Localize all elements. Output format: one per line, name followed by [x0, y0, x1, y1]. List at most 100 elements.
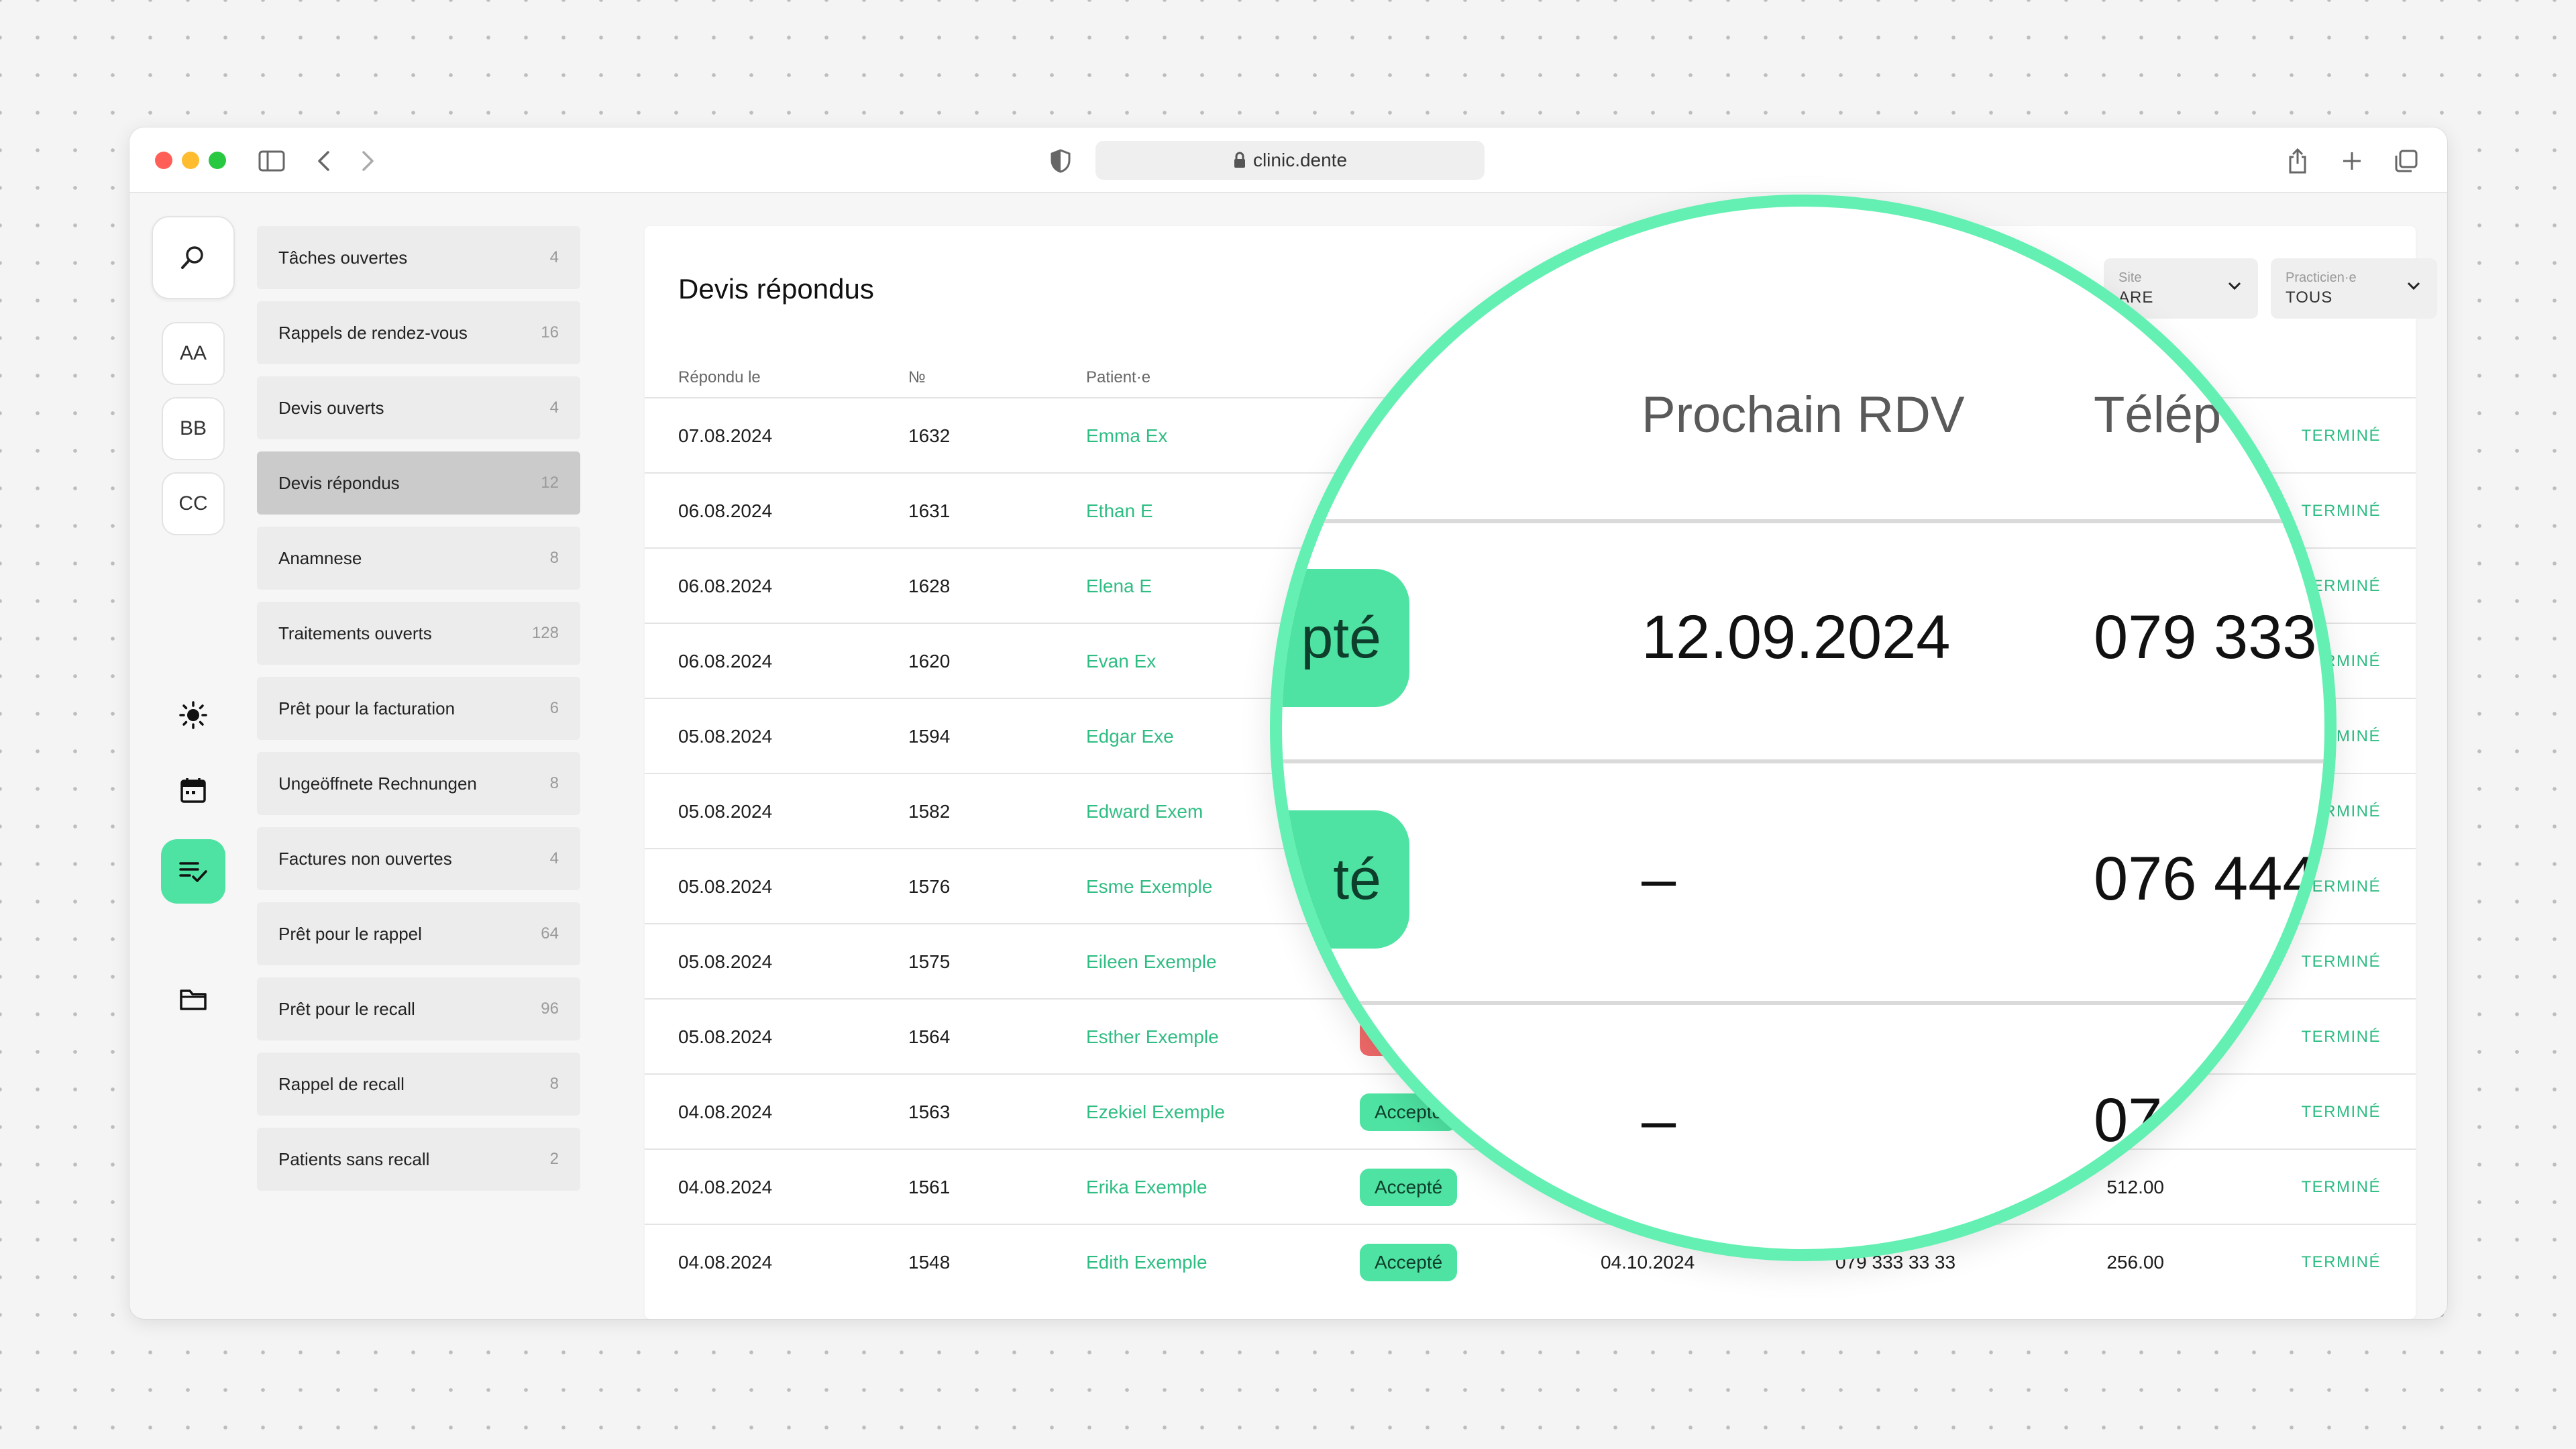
- column-header-number[interactable]: №: [908, 368, 926, 386]
- date-cell: 06.08.2024: [678, 651, 773, 672]
- sidebar-item-factures-non-ouvertes[interactable]: Factures non ouvertes 4: [257, 827, 580, 890]
- item-count: 12: [541, 474, 559, 492]
- patient-link[interactable]: Esme Exemple: [1086, 876, 1213, 897]
- profile-bb-button[interactable]: BB: [162, 397, 225, 460]
- patient-link[interactable]: Edward Exem: [1086, 801, 1203, 822]
- patient-link[interactable]: Ezekiel Exemple: [1086, 1102, 1225, 1122]
- forward-icon[interactable]: [353, 146, 382, 176]
- magnifier-lens: Prochain RDV Télép Site ARE pté 12.09.20…: [1270, 195, 2337, 1261]
- share-icon[interactable]: [2283, 146, 2312, 176]
- new-tab-icon[interactable]: [2337, 146, 2367, 176]
- patient-link[interactable]: Ethan E: [1086, 500, 1153, 521]
- number-cell: 1632: [908, 425, 951, 446]
- lock-icon: [1233, 152, 1246, 169]
- sun-icon[interactable]: [176, 698, 210, 732]
- sidebar-item-rappels-rdv[interactable]: Rappels de rendez-vous 16: [257, 301, 580, 364]
- close-window-button[interactable]: [155, 152, 172, 169]
- patient-link-cell: Ethan E: [1086, 474, 1153, 549]
- state-label: TERMINÉ: [2301, 877, 2381, 896]
- privacy-shield-icon[interactable]: [1046, 146, 1075, 176]
- minimize-window-button[interactable]: [182, 152, 199, 169]
- date-cell-cell: 06.08.2024: [678, 549, 772, 624]
- icon-rail: AA BB CC: [129, 193, 257, 1319]
- sidebar-item-pret-recall[interactable]: Prêt pour le recall 96: [257, 977, 580, 1040]
- state-label: TERMINÉ: [2301, 1253, 2381, 1271]
- number-cell-cell: 1564: [908, 1000, 950, 1075]
- search-button[interactable]: [152, 216, 235, 299]
- state-label-cell: TERMINÉ: [2295, 924, 2381, 1000]
- sidebar-item-devis-ouverts[interactable]: Devis ouverts 4: [257, 376, 580, 439]
- address-bar[interactable]: clinic.dente: [1095, 141, 1485, 180]
- tab-overview-icon[interactable]: [2392, 146, 2421, 176]
- patient-link[interactable]: Evan Ex: [1086, 651, 1157, 672]
- filter-value: TOUS: [2286, 288, 2333, 307]
- date-cell: 05.08.2024: [678, 1026, 773, 1047]
- item-count: 4: [549, 849, 559, 867]
- magnified-row-divider: [1282, 759, 2324, 763]
- patient-link[interactable]: Emma Ex: [1086, 425, 1168, 446]
- item-count: 6: [549, 699, 559, 717]
- column-header-patient[interactable]: Patient·e: [1086, 368, 1151, 386]
- number-cell: 1561: [908, 1177, 951, 1197]
- patient-link[interactable]: Esther Exemple: [1086, 1026, 1219, 1047]
- date-cell-cell: 05.08.2024: [678, 1000, 772, 1075]
- item-count: 8: [549, 774, 559, 792]
- sidebar-item-pret-rappel[interactable]: Prêt pour le rappel 64: [257, 902, 580, 965]
- patient-link-cell: Esther Exemple: [1086, 1000, 1219, 1075]
- patient-link-cell: Ezekiel Exemple: [1086, 1075, 1225, 1150]
- sidebar-toggle-icon[interactable]: [257, 146, 286, 176]
- magnified-tel-value: 079 333: [2094, 603, 2317, 672]
- magnified-row-divider: [1282, 1001, 2324, 1005]
- profile-cc-button[interactable]: CC: [162, 472, 225, 535]
- sidebar-item-rappel-recall[interactable]: Rappel de recall 8: [257, 1053, 580, 1116]
- number-cell: 1594: [908, 726, 951, 747]
- amount-cell: 512.00: [2106, 1177, 2164, 1197]
- date-cell-cell: 04.08.2024: [678, 1075, 772, 1150]
- number-cell: 1564: [908, 1026, 951, 1047]
- folder-icon[interactable]: [176, 983, 210, 1016]
- filter-label: Site: [2118, 270, 2142, 285]
- back-icon[interactable]: [309, 146, 339, 176]
- patient-link-cell: Emma Ex: [1086, 398, 1167, 474]
- magnified-header-tel: Télép: [2094, 386, 2222, 443]
- sidebar-item-traitements-ouverts[interactable]: Traitements ouverts 128: [257, 602, 580, 665]
- column-header-date[interactable]: Répondu le: [678, 368, 761, 386]
- magnified-rdv-value: 12.09.2024: [1642, 603, 1951, 672]
- number-cell-cell: 1576: [908, 849, 950, 924]
- patient-link[interactable]: Edgar Exe: [1086, 726, 1174, 747]
- sidebar-item-pret-facturation[interactable]: Prêt pour la facturation 6: [257, 677, 580, 740]
- magnified-header-rdv: Prochain RDV: [1642, 386, 1965, 443]
- number-cell-cell: 1594: [908, 699, 950, 774]
- item-count: 4: [549, 398, 559, 417]
- patient-link[interactable]: Elena E: [1086, 576, 1152, 596]
- patient-link[interactable]: Edith Exemple: [1086, 1252, 1208, 1273]
- sidebar-item-devis-repondus[interactable]: Devis répondus 12: [257, 451, 580, 515]
- sidebar-item-anamnese[interactable]: Anamnese 8: [257, 527, 580, 590]
- patient-link[interactable]: Erika Exemple: [1086, 1177, 1208, 1197]
- practitioner-filter-dropdown[interactable]: Practicien·e TOUS: [2271, 258, 2437, 319]
- zoom-window-button[interactable]: [209, 152, 226, 169]
- number-cell: 1563: [908, 1102, 951, 1122]
- number-cell-cell: 1575: [908, 924, 950, 1000]
- browser-toolbar: clinic.dente: [129, 127, 2447, 193]
- tasks-nav-button[interactable]: [161, 839, 225, 904]
- date-cell: 04.08.2024: [678, 1102, 773, 1122]
- date-cell: 04.08.2024: [678, 1252, 773, 1273]
- date-cell: 05.08.2024: [678, 801, 773, 822]
- magnified-tel-value: 07: [2094, 1086, 2163, 1155]
- calendar-icon[interactable]: [176, 773, 210, 807]
- state-label-cell: TERMINÉ: [2295, 474, 2381, 549]
- state-label: TERMINÉ: [2301, 1028, 2381, 1046]
- sidebar-item-ungeoeffnete-rechnungen[interactable]: Ungeöffnete Rechnungen 8: [257, 752, 580, 815]
- patient-link[interactable]: Eileen Exemple: [1086, 951, 1217, 972]
- status-badge: Accepté: [1360, 1169, 1458, 1206]
- profile-aa-button[interactable]: AA: [162, 322, 225, 385]
- checklist-icon: [179, 862, 207, 882]
- sidebar-item-patients-sans-recall[interactable]: Patients sans recall 2: [257, 1128, 580, 1191]
- table-row[interactable]: 04.08.2024 1548 Edith Exemple Accepté 04.10.…: [645, 1224, 2416, 1299]
- sidebar-item-taches-ouvertes[interactable]: Tâches ouvertes 4: [257, 226, 580, 289]
- item-count: 64: [541, 924, 559, 943]
- item-count: 96: [541, 1000, 559, 1018]
- next-appointment-cell: 04.10.2024: [1601, 1252, 1695, 1273]
- date-cell-cell: 07.08.2024: [678, 398, 772, 474]
